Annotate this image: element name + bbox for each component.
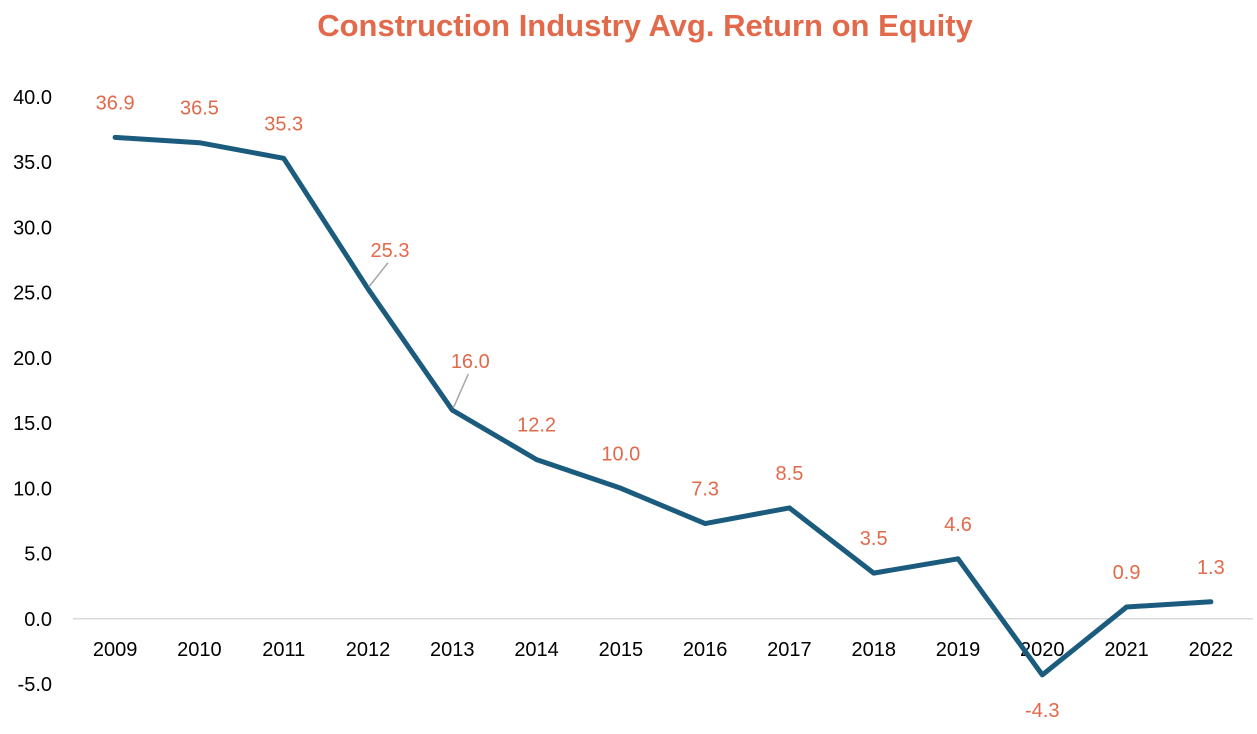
y-tick-label: 35.0 xyxy=(13,152,52,174)
x-tick-label: 2014 xyxy=(514,639,559,661)
y-tick-label: 20.0 xyxy=(13,348,52,370)
x-tick-label: 2009 xyxy=(93,639,138,661)
x-tick-label: 2019 xyxy=(936,639,981,661)
x-tick-label: 2011 xyxy=(262,639,305,661)
data-label: 8.5 xyxy=(776,463,804,485)
x-tick-label: 2021 xyxy=(1104,639,1149,661)
y-tick-label: 10.0 xyxy=(13,478,52,500)
chart-title: Construction Industry Avg. Return on Equ… xyxy=(317,8,973,43)
y-tick-label: 0.0 xyxy=(24,609,52,631)
data-label: 12.2 xyxy=(517,415,556,437)
y-tick-label: 15.0 xyxy=(13,413,52,435)
data-label: 36.5 xyxy=(180,98,219,120)
data-label: -4.3 xyxy=(1025,700,1059,722)
data-label: 16.0 xyxy=(451,351,490,373)
series-line xyxy=(112,134,1214,678)
data-label: 10.0 xyxy=(601,443,640,465)
y-tick-label: 30.0 xyxy=(13,217,52,239)
data-label: 1.3 xyxy=(1197,557,1225,579)
x-tick-label: 2012 xyxy=(346,639,391,661)
x-tick-label: 2013 xyxy=(430,639,475,661)
data-label-leader xyxy=(452,373,469,409)
x-tick-label: 2010 xyxy=(177,639,222,661)
x-tick-label: 2018 xyxy=(851,639,896,661)
data-label: 3.5 xyxy=(860,528,888,550)
data-label-leader xyxy=(368,262,389,288)
data-label: 4.6 xyxy=(944,514,972,536)
data-label: 35.3 xyxy=(264,113,303,135)
data-label: 25.3 xyxy=(371,240,410,262)
y-tick-label: 40.0 xyxy=(13,87,52,109)
y-tick-label: 5.0 xyxy=(24,544,52,566)
data-label: 7.3 xyxy=(691,479,719,501)
data-label: 0.9 xyxy=(1113,562,1141,584)
y-tick-label: -5.0 xyxy=(18,674,52,696)
x-tick-label: 2022 xyxy=(1189,639,1234,661)
x-tick-label: 2015 xyxy=(599,639,644,661)
x-tick-label: 2016 xyxy=(683,639,728,661)
y-tick-label: 25.0 xyxy=(13,283,52,305)
data-label: 36.9 xyxy=(96,92,135,114)
x-tick-label: 2017 xyxy=(767,639,812,661)
